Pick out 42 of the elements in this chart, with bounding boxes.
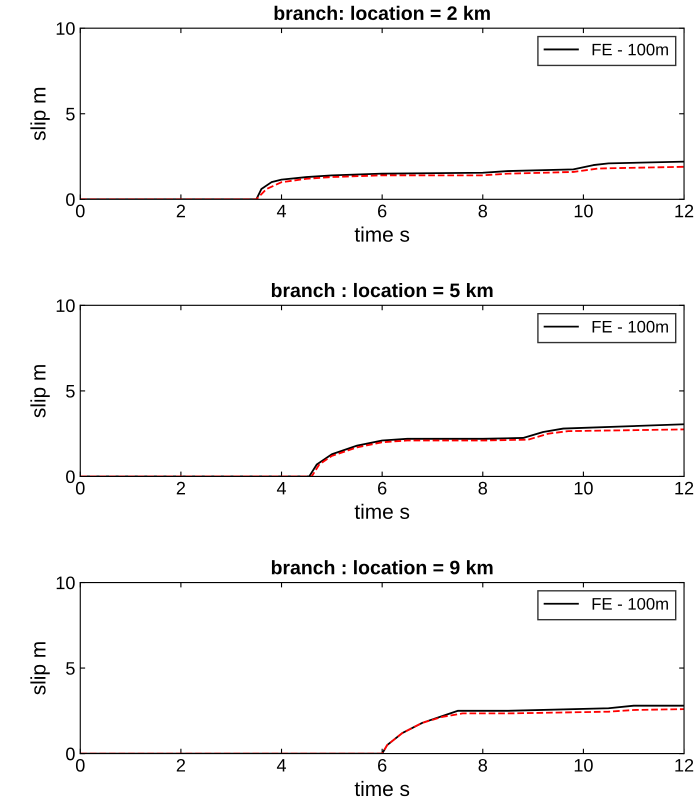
x-tick-label: 2 (176, 758, 186, 772)
x-tick-label: 4 (276, 759, 286, 772)
y-tick-label: 10 (56, 299, 75, 312)
x-tick-label: 10 (574, 758, 593, 772)
x-tick-label: 6 (378, 482, 386, 495)
x-tick-label: 0 (76, 204, 85, 218)
chart-title: branch : location = 5 km (272, 282, 493, 298)
chart-title: branch : location = 9 km (272, 560, 493, 574)
y-tick-label: 5 (66, 108, 75, 120)
x-axis-title: time s (354, 226, 410, 242)
x-tick-label: 4 (276, 204, 286, 218)
chart-title: branch: location = 2 km (274, 6, 490, 20)
legend-label: FE - 100m (592, 598, 668, 610)
y-tick-label: 5 (66, 662, 75, 675)
x-tick-label: 12 (675, 204, 694, 218)
x-axis-title: time s (354, 780, 410, 796)
x-tick-label: 8 (478, 204, 488, 218)
y-tick-label: 0 (66, 470, 75, 484)
y-tick-label: 10 (56, 22, 75, 35)
x-tick-label: 12 (675, 758, 694, 772)
x-tick-label: 8 (478, 758, 488, 772)
x-tick-label: 2 (176, 482, 186, 494)
x-tick-label: 6 (378, 758, 386, 772)
x-tick-label: 4 (276, 482, 286, 494)
y-axis-title: slip m (30, 88, 50, 140)
x-tick-label: 2 (176, 204, 186, 218)
x-tick-label: 10 (574, 482, 593, 495)
y-axis-title: slip m (30, 642, 50, 695)
x-tick-label: 6 (378, 204, 386, 218)
y-axis-title: slip m (30, 365, 50, 418)
legend-label: FE - 100m (592, 320, 668, 333)
x-tick-label: 12 (675, 482, 694, 494)
y-tick-label: 0 (66, 193, 75, 206)
y-tick-label: 5 (66, 385, 75, 398)
x-tick-label: 0 (76, 482, 85, 495)
x-tick-label: 0 (76, 758, 85, 772)
legend-label: FE - 100m (592, 44, 668, 56)
y-tick-label: 10 (56, 576, 75, 590)
x-axis-title: time s (354, 504, 410, 520)
x-tick-label: 8 (478, 482, 488, 495)
x-tick-label: 10 (574, 204, 593, 218)
y-tick-label: 0 (66, 748, 75, 760)
